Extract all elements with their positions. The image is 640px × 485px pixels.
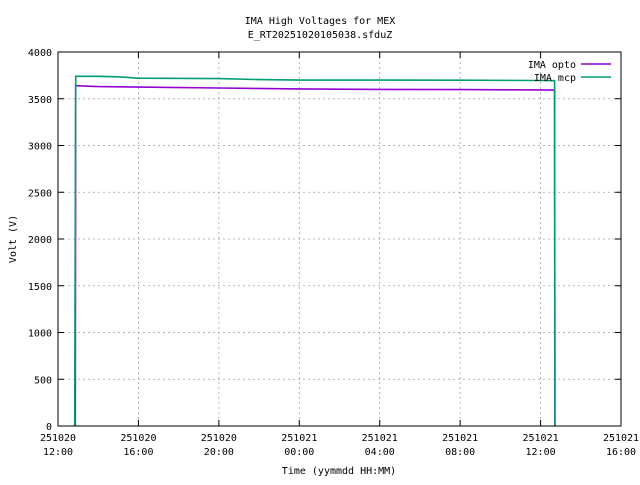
x-axis-label: Time (yymmdd HH:MM) [282,466,396,477]
x-tick-label-date: 251021 [442,433,478,444]
y-tick-label: 2000 [28,235,52,246]
tick-layer: 0 500 1000 1500 2000 2500 3000 3500 4000 251020 12… [28,48,639,458]
x-tick-label-date: 251021 [603,433,639,444]
y-tick-label: 2500 [28,188,52,199]
series-line-ima-mcp [73,75,556,427]
legend-label: IMA mcp [534,73,576,84]
y-tick-label: 500 [34,375,52,386]
y-tick-label: 1000 [28,329,52,340]
x-tick-label-date: 251020 [201,433,237,444]
x-tick-label-date: 251021 [523,433,559,444]
y-tick-label: 4000 [28,48,52,59]
y-tick-label: 0 [46,422,52,433]
legend: IMA opto IMA mcp [528,60,611,84]
y-tick-label: 3000 [28,142,52,153]
x-tick-label-time: 12:00 [43,447,73,458]
x-tick-label-date: 251021 [281,433,317,444]
x-tick-label-time: 16:00 [123,447,153,458]
x-tick-label-date: 251020 [120,433,156,444]
y-axis-label: Volt (V) [8,215,19,263]
x-tick-label-time: 20:00 [204,447,234,458]
x-tick-label-date: 251020 [40,433,76,444]
y-tick-label: 3500 [28,95,52,106]
legend-label: IMA opto [528,60,576,71]
chart-title: IMA High Voltages for MEX [245,16,396,27]
grid-layer [58,52,621,426]
y-tick-label: 1500 [28,282,52,293]
chart-subtitle: E_RT20251020105038.sfduZ [248,30,393,41]
x-tick-label-date: 251021 [362,433,398,444]
x-tick-label-time: 12:00 [526,447,556,458]
x-tick-label-time: 16:00 [606,447,636,458]
x-tick-label-time: 08:00 [445,447,475,458]
x-tick-label-time: 00:00 [284,447,314,458]
x-tick-label-time: 04:00 [365,447,395,458]
